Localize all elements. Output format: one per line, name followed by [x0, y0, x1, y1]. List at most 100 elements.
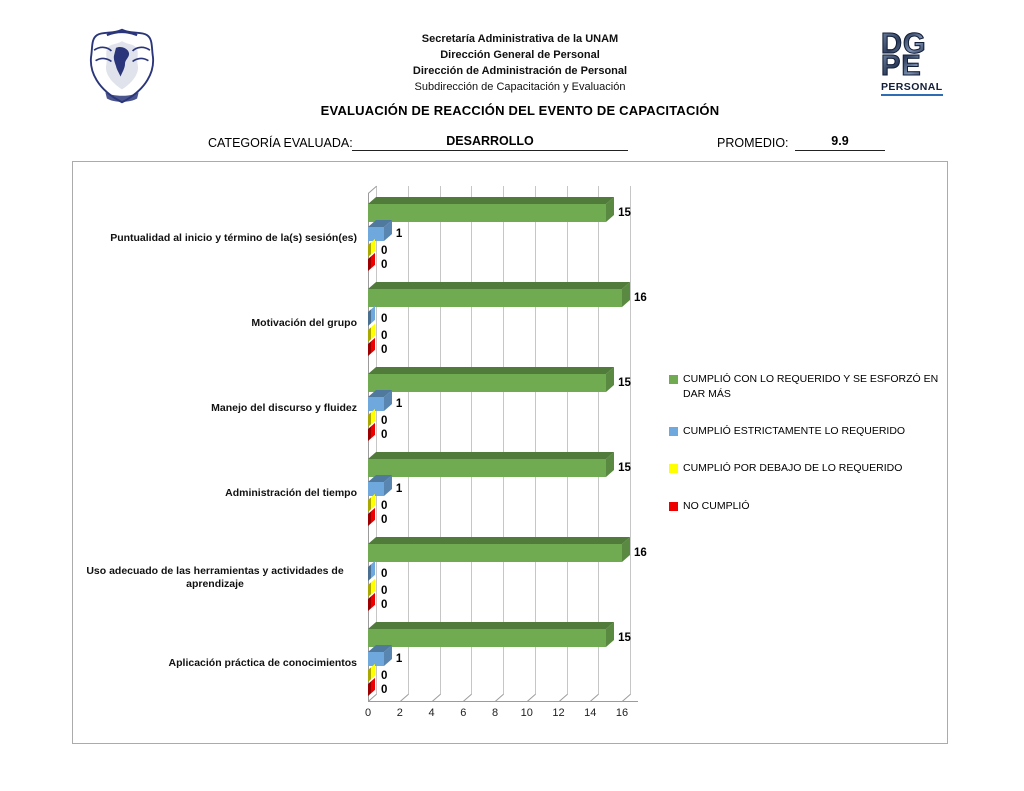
bar-top-face: [368, 367, 615, 374]
bar: [368, 227, 384, 241]
bar-value-label: 0: [381, 429, 388, 441]
x-tick-label: 4: [428, 707, 435, 719]
bar-top-face: [368, 537, 631, 544]
bar-value-label: 1: [395, 398, 403, 410]
bar-value-label: 15: [618, 207, 631, 219]
legend-swatch-icon: [669, 464, 678, 473]
gridline: [630, 186, 631, 694]
category-axis-label: Manejo del discurso y fluidez: [211, 375, 357, 441]
dgpe-letters-top: DG: [881, 29, 963, 59]
bar-value-label: 1: [395, 483, 403, 495]
legend-label: CUMPLIÓ CON LO REQUERIDO Y SE ESFORZÓ EN…: [683, 373, 939, 400]
legend-label: CUMPLIÓ ESTRICTAMENTE LO REQUERIDO: [683, 425, 906, 437]
bar: [368, 629, 607, 647]
bar-value-label: 0: [381, 514, 388, 526]
legend-item: NO CUMPLIÓ: [669, 499, 943, 514]
category-axis-label: Uso adecuado de las herramientas y activ…: [73, 545, 357, 611]
org-line-3: Dirección de Administración de Personal: [412, 65, 628, 77]
category-value: DESARROLLO: [352, 134, 628, 151]
bar-value-label: 0: [381, 330, 388, 342]
x-tick-label: 10: [520, 707, 533, 719]
legend-label: CUMPLIÓ POR DEBAJO DE LO REQUERIDO: [683, 462, 903, 474]
x-tick-label: 2: [396, 707, 403, 719]
category-axis-label-text: Aplicación práctica de conocimientos: [168, 656, 357, 669]
bar-value-label: 16: [634, 292, 647, 304]
x-tick-label: 12: [552, 707, 565, 719]
bar-top-face: [368, 452, 615, 459]
category-label: CATEGORÍA EVALUADA:: [208, 136, 353, 150]
gridline: [407, 186, 409, 694]
gridline: [598, 186, 600, 694]
bar-value-label: 0: [381, 313, 388, 325]
gridline: [471, 186, 473, 694]
x-tick-label: 6: [460, 707, 467, 719]
category-axis-label: Administración del tiempo: [225, 460, 357, 526]
unam-logo: [84, 26, 160, 106]
bar-value-label: 0: [381, 585, 388, 597]
dgpe-caption: PERSONAL: [881, 81, 943, 96]
gridline: [503, 186, 504, 694]
category-axis-label-text: Puntualidad al inicio y término de la(s)…: [110, 231, 357, 244]
gridline: [534, 186, 536, 694]
bar-value-label: 0: [381, 344, 388, 356]
org-header: Secretaría Administrativa de la UNAM Dir…: [270, 31, 770, 95]
axis-baseline: [368, 701, 638, 702]
bar-top-face: [368, 282, 631, 289]
dgpe-letters-bottom: PE: [881, 51, 963, 81]
category-axis-label-text: Administración del tiempo: [225, 486, 357, 499]
x-tick-label: 0: [364, 707, 372, 719]
bar-top-face: [368, 622, 615, 629]
x-tick-label: 16: [615, 707, 629, 719]
bar-value-label: 0: [381, 670, 388, 682]
bar-value-label: 0: [381, 568, 388, 580]
category-axis-label: Aplicación práctica de conocimientos: [169, 630, 357, 696]
org-line-4: Subdirección de Capacitación y Evaluació…: [414, 81, 626, 93]
bar: [368, 482, 384, 496]
bar-value-label: 0: [381, 599, 388, 611]
bar-value-label: 15: [618, 377, 631, 389]
legend-swatch-icon: [669, 375, 678, 384]
legend-swatch-icon: [669, 427, 678, 436]
bar: [368, 397, 384, 411]
bar-value-label: 15: [618, 462, 631, 474]
category-axis-label-text: Motivación del grupo: [251, 316, 357, 329]
bar-value-label: 0: [381, 415, 388, 427]
bar-value-label: 0: [381, 684, 388, 696]
bar-value-label: 15: [618, 632, 631, 644]
legend-label: NO CUMPLIÓ: [683, 500, 750, 512]
legend-item: CUMPLIÓ ESTRICTAMENTE LO REQUERIDO: [669, 424, 943, 439]
legend-item: CUMPLIÓ POR DEBAJO DE LO REQUERIDO: [669, 461, 943, 476]
chart-container: 0 2 4 6 8 10 12 14 16 Puntualidad al inicio y tér…: [72, 161, 948, 744]
bar-value-label: 0: [381, 245, 388, 257]
bar: [368, 459, 607, 477]
gridline: [376, 186, 377, 694]
bar-value-label: 1: [395, 653, 403, 665]
bar-value-label: 16: [634, 547, 647, 559]
category-axis-label-text: Uso adecuado de las herramientas y activ…: [86, 565, 344, 590]
unam-crest-icon: [89, 28, 155, 104]
x-tick-label: 8: [491, 707, 499, 719]
gridline: [439, 186, 441, 694]
category-axis-label-text: Manejo del discurso y fluidez: [211, 401, 357, 414]
gridline: [566, 186, 568, 694]
axis-line: [368, 193, 369, 701]
bar-top-face: [368, 197, 615, 204]
org-line-2: Dirección General de Personal: [440, 49, 600, 61]
org-line-1: Secretaría Administrativa de la UNAM: [421, 33, 619, 45]
bar: [368, 374, 607, 392]
bar-value-label: 0: [381, 259, 388, 271]
bar: [368, 652, 384, 666]
bar-value-label: 1: [395, 228, 403, 240]
bar: [368, 544, 622, 562]
legend-swatch-icon: [669, 502, 678, 511]
bar: [368, 289, 622, 307]
bar-value-label: 0: [381, 500, 388, 512]
category-axis-label: Motivación del grupo: [251, 290, 357, 356]
legend-item: CUMPLIÓ CON LO REQUERIDO Y SE ESFORZÓ EN…: [669, 372, 943, 402]
category-axis-label: Puntualidad al inicio y término de la(s)…: [110, 205, 357, 271]
promedio-value: 9.9: [795, 134, 885, 151]
page-title: EVALUACIÓN DE REACCIÓN DEL EVENTO DE CAP…: [320, 103, 720, 118]
dgpe-logo: DG PE PERSONAL: [881, 29, 963, 96]
x-tick-label: 14: [584, 707, 597, 719]
